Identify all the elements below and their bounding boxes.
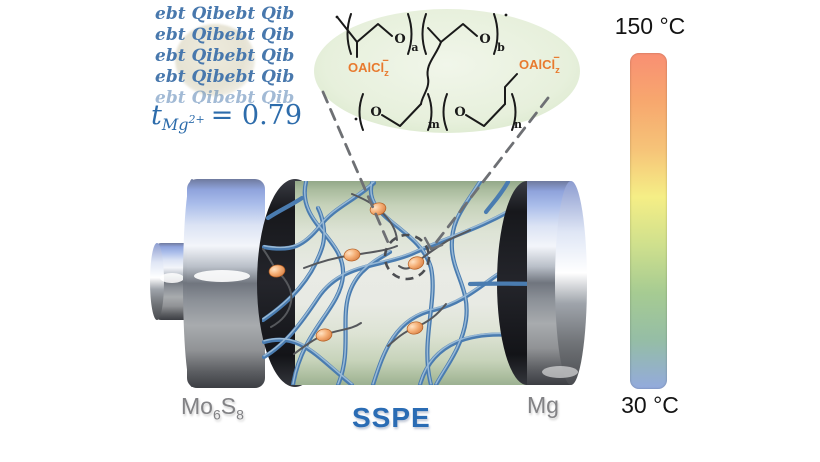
equation-superscript: 2+ [188,113,205,126]
crosslink-beads [268,202,425,342]
crosslink-bead [343,248,361,262]
polymer-structure [335,13,518,131]
cathode-cap [527,181,587,385]
oxygen-atom-label: O [370,105,381,120]
highlight-dash-circle [383,233,431,281]
repeat-subscript-m: m [428,118,440,131]
electrolyte-label: SSPE [352,402,431,433]
crosslink-bond [420,41,442,105]
magnifier-dash-line-left [321,90,392,249]
watermark-block: ebt Qibebt Qib ebt Qibebt Qib ebt Qibebt… [155,4,297,104]
anion-label: OAlClz− [348,55,389,79]
equation-variable: t [151,100,162,131]
oxygen-atom-label: O [454,105,465,120]
repeat-subscript-b: b [497,41,505,54]
magnifier-arrowhead [423,236,444,251]
equation-subscript: Mg [161,115,189,134]
watermark-line: ebt Qibebt Qib [155,46,295,66]
crosslink-bead [407,256,425,270]
terminal-button [150,243,191,320]
magnifier-dash-line-right [429,96,550,251]
crosslink-bead [369,202,387,216]
watermark-line: ebt Qibebt Qib [155,4,295,24]
oxygen-atom-label: O [394,32,405,47]
repeat-subscript-a: a [411,41,418,54]
anode-cap [183,179,265,388]
colorbar-max-label: 150 °C [614,13,686,39]
cathode-label: Mg [527,392,559,418]
anion-label: OAlClz− [519,52,560,76]
crosslink-bead [268,264,286,278]
temperature-colorbar [630,53,667,389]
anode-label: Mo6S8 [181,393,244,423]
equation-value: = 0.79 [210,100,303,131]
watermark-line: ebt Qibebt Qib [155,67,295,87]
watermark-line: ebt Qibebt Qib [155,25,295,45]
watermark-line: ebt Qibebt Qib [155,88,295,104]
transference-number-equation: tMg2+ = 0.79 [151,100,302,134]
repeat-subscript-n: n [514,118,522,131]
crosslink-bead [406,321,424,335]
oxygen-atom-label: O [479,32,490,47]
membrane-photo [175,24,255,96]
crosslink-bead [315,328,333,342]
colorbar-min-label: 30 °C [621,392,679,418]
polymer-network [262,181,524,385]
